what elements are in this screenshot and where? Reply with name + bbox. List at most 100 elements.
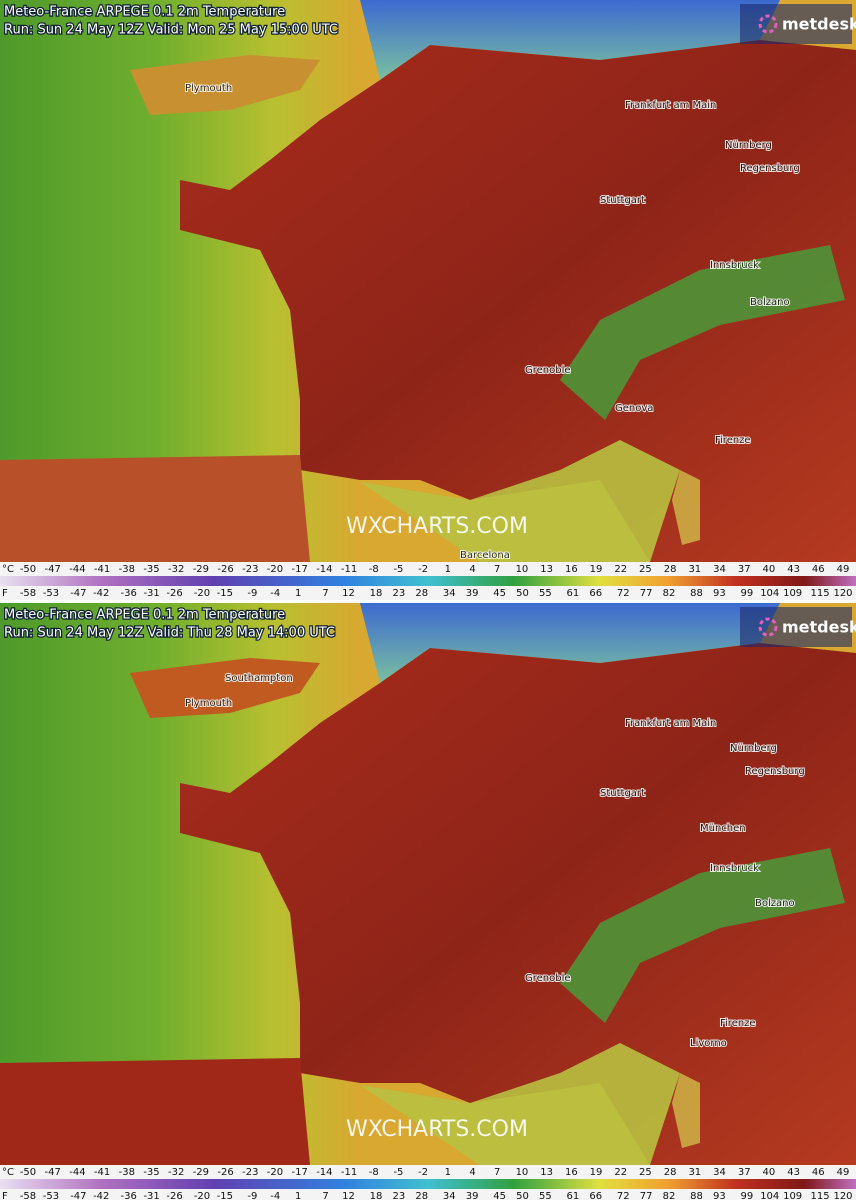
land <box>180 40 856 562</box>
fahrenheit-tick: -47 <box>70 1191 86 1200</box>
celsius-tick: 16 <box>565 564 578 575</box>
fahrenheit-tick: 93 <box>713 1191 726 1200</box>
celsius-tick: 19 <box>590 564 603 575</box>
fahrenheit-tick: -58 <box>20 1191 36 1200</box>
fahrenheit-tick: 1 <box>295 1191 301 1200</box>
fahrenheit-tick: -53 <box>43 588 59 599</box>
map-panel: Plymouth Frankfurt am Main Nürnberg Regensb… <box>0 0 856 600</box>
fahrenheit-tick: 72 <box>617 1191 630 1200</box>
celsius-tick: -44 <box>69 1167 85 1178</box>
fahrenheit-tick: -26 <box>166 1191 182 1200</box>
celsius-tick: -47 <box>45 564 61 575</box>
fahrenheit-tick: 104 <box>760 588 779 599</box>
place-label: Grenoble <box>525 973 571 984</box>
map-title: Meteo-France ARPEGE 0.1 2m Temperature <box>4 608 285 623</box>
celsius-tick: -35 <box>143 564 159 575</box>
fahrenheit-tick: -9 <box>247 588 257 599</box>
place-label: Frankfurt am Main <box>625 718 716 729</box>
fahrenheit-tick: -9 <box>247 1191 257 1200</box>
celsius-tick: -23 <box>242 564 258 575</box>
fahrenheit-tick: 12 <box>342 588 355 599</box>
fahrenheit-tick: 50 <box>516 588 529 599</box>
place-label: Innsbruck <box>710 863 759 874</box>
celsius-tick: 28 <box>664 564 677 575</box>
celsius-tick: 19 <box>590 1167 603 1178</box>
fahrenheit-tick: -4 <box>270 588 280 599</box>
alps <box>560 245 845 420</box>
celsius-tick: 43 <box>787 1167 800 1178</box>
celsius-tick: -32 <box>168 564 184 575</box>
place-label: Barcelona <box>460 550 510 561</box>
celsius-tick: -2 <box>418 1167 428 1178</box>
celsius-tick: 10 <box>516 564 529 575</box>
fahrenheit-tick: -42 <box>93 588 109 599</box>
fahrenheit-tick: 1 <box>295 588 301 599</box>
celsius-tick: 31 <box>688 564 701 575</box>
fahrenheit-tick: -20 <box>194 588 210 599</box>
fahrenheit-tick: 66 <box>589 588 602 599</box>
fahrenheit-tick: -36 <box>121 1191 137 1200</box>
map-title: Meteo-France ARPEGE 0.1 2m Temperature <box>4 5 285 20</box>
fahrenheit-tick: -31 <box>143 588 159 599</box>
fahrenheit-tick: 120 <box>833 1191 852 1200</box>
place-label: Genova <box>615 403 653 414</box>
unit-c: °C <box>2 564 14 575</box>
celsius-tick: -44 <box>69 564 85 575</box>
alps <box>560 848 845 1023</box>
map-panel: Southampton Plymouth Frankfurt am Main Nürn… <box>0 603 856 1200</box>
logo: metdesk <box>782 618 856 637</box>
logo-icon <box>758 14 778 34</box>
celsius-tick: -8 <box>369 564 379 575</box>
celsius-tick: -20 <box>267 564 283 575</box>
unit-f: F <box>2 588 8 599</box>
fahrenheit-tick: 66 <box>589 1191 602 1200</box>
celsius-tick: -8 <box>369 1167 379 1178</box>
fahrenheit-tick: -58 <box>20 588 36 599</box>
fahrenheit-tick: 12 <box>342 1191 355 1200</box>
land <box>180 643 856 1165</box>
celsius-tick: -26 <box>217 1167 233 1178</box>
fahrenheit-tick: 88 <box>690 1191 703 1200</box>
celsius-tick: 46 <box>812 564 825 575</box>
run-info: Run: Sun 24 May 12Z Valid: Mon 25 May 15… <box>4 23 338 38</box>
celsius-tick: 13 <box>540 1167 553 1178</box>
fahrenheit-tick: 18 <box>370 1191 383 1200</box>
fahrenheit-tick: 99 <box>740 1191 753 1200</box>
celsius-tick: 22 <box>614 1167 627 1178</box>
unit-c: °C <box>2 1167 14 1178</box>
uk-land <box>130 658 320 718</box>
celsius-tick: 7 <box>494 1167 500 1178</box>
fahrenheit-tick: 88 <box>690 588 703 599</box>
fahrenheit-tick: -15 <box>217 588 233 599</box>
run-info: Run: Sun 24 May 12Z Valid: Thu 28 May 14… <box>4 626 335 641</box>
fahrenheit-tick: -53 <box>43 1191 59 1200</box>
fahrenheit-tick: 93 <box>713 588 726 599</box>
north-sea <box>360 603 780 683</box>
iberia <box>0 455 310 562</box>
celsius-tick: 13 <box>540 564 553 575</box>
celsius-tick: -5 <box>393 1167 403 1178</box>
fahrenheit-tick: -47 <box>70 588 86 599</box>
fahrenheit-tick: 7 <box>322 588 328 599</box>
celsius-tick: -5 <box>393 564 403 575</box>
celsius-tick: 4 <box>469 564 475 575</box>
uk-land <box>130 55 320 115</box>
logo-icon <box>758 617 778 637</box>
celsius-tick: 37 <box>738 564 751 575</box>
fahrenheit-tick: 61 <box>566 1191 579 1200</box>
place-label: Stuttgart <box>600 788 645 799</box>
celsius-tick: 43 <box>787 564 800 575</box>
celsius-tick: 7 <box>494 564 500 575</box>
place-label: Bolzano <box>755 898 795 909</box>
color-bar <box>0 576 856 586</box>
celsius-tick: 4 <box>469 1167 475 1178</box>
fahrenheit-tick: 23 <box>393 588 406 599</box>
fahrenheit-tick: 34 <box>443 1191 456 1200</box>
place-label: München <box>700 823 746 834</box>
fahrenheit-tick: 82 <box>663 1191 676 1200</box>
corsica <box>672 470 700 545</box>
fahrenheit-tick: 18 <box>370 588 383 599</box>
celsius-tick: -20 <box>267 1167 283 1178</box>
fahrenheit-tick: 61 <box>566 588 579 599</box>
fahrenheit-tick: 99 <box>740 588 753 599</box>
